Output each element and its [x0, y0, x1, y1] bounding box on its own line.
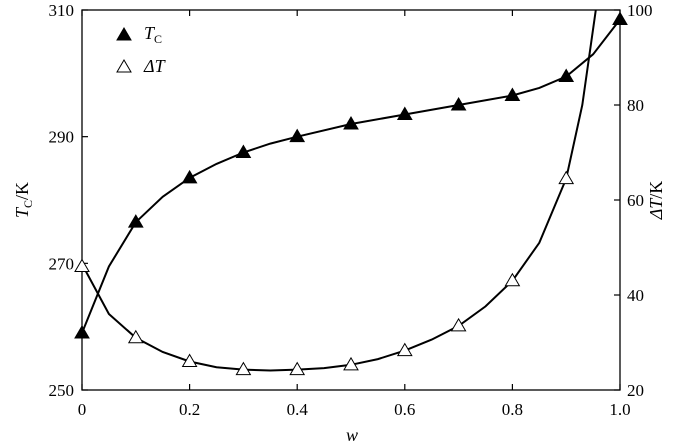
x-axis-ticks: 0 0.2 0.4 0.6 0.8 1.0 — [78, 10, 631, 419]
series-1-marker — [235, 361, 252, 376]
left-tick-label: 290 — [49, 128, 75, 147]
series-1-marker — [127, 329, 144, 344]
x-tick-label: 0.2 — [179, 400, 200, 419]
svg-text:TC: TC — [144, 23, 162, 46]
series-1-marker — [504, 272, 521, 287]
series-1-marker — [181, 353, 198, 367]
right-tick-label: 100 — [627, 1, 653, 20]
legend-label-tc-main: T — [144, 23, 156, 43]
series-0-marker — [450, 97, 467, 111]
legend: TC ΔT — [116, 23, 167, 76]
right-axis-ticks: 20 40 60 80 100 — [614, 1, 653, 400]
left-axis-title-main: T — [12, 206, 32, 218]
right-tick-label: 80 — [627, 96, 644, 115]
series-1-marker — [558, 170, 575, 185]
svg-text:TC/K: TC/K — [12, 182, 35, 218]
svg-text:ΔT/K: ΔT/K — [646, 181, 666, 221]
x-axis-title: w — [346, 425, 358, 444]
x-tick-label: 0.8 — [502, 400, 523, 419]
x-tick-label: 1.0 — [609, 400, 630, 419]
right-axis-title-unit: /K — [646, 181, 666, 199]
left-tick-label: 250 — [49, 381, 75, 400]
left-tick-label: 310 — [49, 1, 75, 20]
series-0-marker — [127, 214, 144, 228]
series-0-marker — [74, 325, 90, 339]
x-tick-label: 0 — [78, 400, 87, 419]
right-axis-title: ΔT/K — [646, 181, 666, 221]
series-0-marker — [396, 106, 413, 120]
series-1-marker — [289, 361, 306, 376]
series-1-marker — [343, 356, 359, 371]
legend-marker-tc — [116, 27, 132, 41]
left-axis-title-sub: C — [21, 200, 35, 208]
series-1-marker — [450, 317, 467, 332]
series-0-marker — [504, 87, 521, 101]
left-tick-label: 270 — [49, 254, 75, 273]
right-tick-label: 40 — [627, 286, 644, 305]
legend-marker-dt — [116, 59, 132, 73]
series-layer — [74, 10, 628, 376]
x-tick-label: 0.6 — [394, 400, 415, 419]
series-0-marker — [289, 128, 306, 143]
series-1-marker — [74, 258, 90, 272]
left-axis-title: TC/K — [12, 182, 35, 218]
right-tick-label: 20 — [627, 381, 644, 400]
right-axis-title-main: ΔT — [646, 197, 666, 221]
right-tick-label: 60 — [627, 191, 644, 210]
legend-label-tc-sub: C — [154, 32, 162, 46]
series-0-marker — [181, 169, 198, 184]
x-tick-label: 0.4 — [287, 400, 309, 419]
series-0-marker — [558, 68, 575, 82]
legend-label-dt: ΔT — [143, 56, 167, 76]
left-axis-ticks: 250 270 290 310 — [49, 1, 88, 400]
series-0-marker — [235, 144, 252, 158]
series-1-marker — [396, 342, 413, 357]
series-0-marker — [612, 11, 628, 25]
series-0-marker — [343, 116, 359, 130]
left-axis-title-unit: /K — [12, 182, 32, 200]
